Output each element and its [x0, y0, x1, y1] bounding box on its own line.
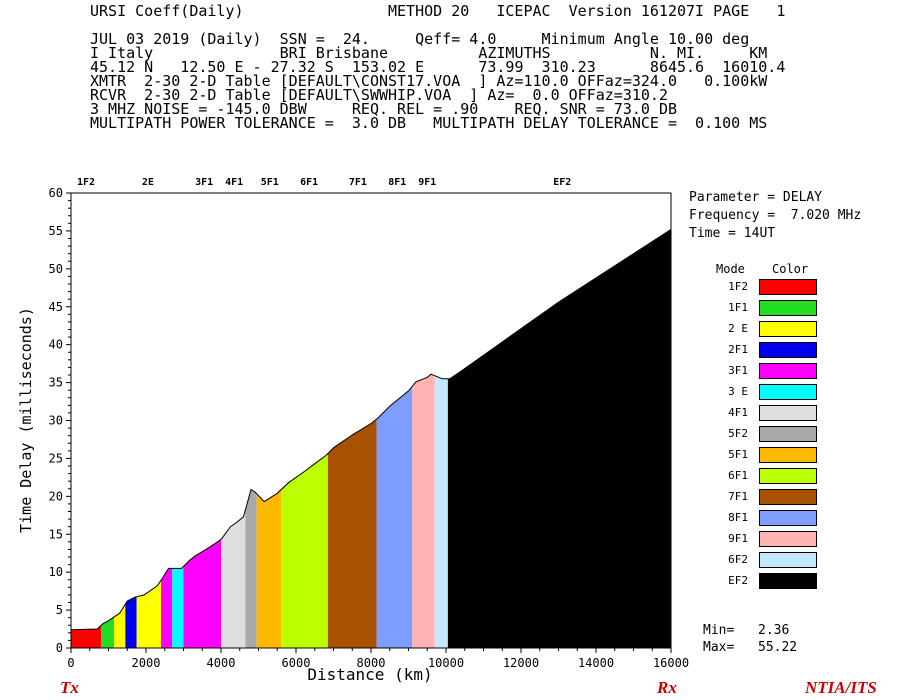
x-tick-label: 2000	[132, 656, 161, 670]
legend-mode-label: 9F1	[728, 532, 748, 545]
legend-swatch	[759, 279, 817, 295]
x-tick-label: 0	[67, 656, 74, 670]
header-title: URSI Coeff(Daily)	[90, 2, 244, 20]
legend-mode-label: 1F2	[728, 280, 748, 293]
x-axis: 0 2000 4000 6000 8000 10000 12000 14000 16000	[67, 648, 689, 670]
y-tick-label: 15	[49, 527, 63, 541]
header-line-xmtr: XMTR 2-30 2-D Table [DEFAULT\CONST17.VOA…	[90, 72, 768, 90]
legend-mode-header: Mode	[716, 262, 745, 276]
min-label: Min=	[703, 623, 735, 638]
legend-mode-label: 8F1	[728, 511, 748, 524]
top-mode-label: 7F1	[349, 177, 367, 188]
y-tick-label: 25	[49, 451, 63, 465]
y-tick-label: 50	[49, 262, 63, 276]
legend-swatch	[759, 552, 817, 568]
legend-mode-label: 5F1	[728, 448, 748, 461]
top-mode-label: 1F2	[77, 177, 95, 188]
y-axis: 0 5 10 15 20 25 30 35 40 45 50 55 60	[49, 186, 71, 655]
top-mode-label: 5F1	[261, 177, 279, 188]
legend-mode-label: 7F1	[728, 490, 748, 503]
legend-mode-label: 6F2	[728, 553, 748, 566]
top-mode-label: 6F1	[300, 177, 318, 188]
tx-label: Tx	[60, 678, 79, 697]
top-mode-label: 8F1	[388, 177, 406, 188]
top-mode-labels: 1F2 2E 3F1 4F1 5F1 6F1 7F1 8F1 9F1 EF2	[77, 177, 571, 188]
legend-swatch	[759, 384, 817, 400]
y-tick-label: 10	[49, 565, 63, 579]
y-tick-label: 40	[49, 338, 63, 352]
legend-mode-label: 1F1	[728, 301, 748, 314]
top-mode-label: EF2	[553, 177, 571, 188]
header-line-multipath: MULTIPATH POWER TOLERANCE = 3.0 DB MULTI…	[90, 114, 768, 132]
top-mode-label: 9F1	[418, 177, 436, 188]
y-tick-label: 20	[49, 489, 63, 503]
y-tick-label: 5	[56, 603, 63, 617]
y-tick-label: 30	[49, 414, 63, 428]
y-tick-label: 55	[49, 224, 63, 238]
y-tick-label: 45	[49, 300, 63, 314]
legend-swatch	[759, 489, 817, 505]
header-line-date: JUL 03 2019 (Daily) SSN = 24. Qeff= 4.0 …	[90, 30, 750, 48]
x-tick-label: 10000	[428, 656, 464, 670]
header-line-coords: 45.12 N 12.50 E - 27.32 S 153.02 E 73.99…	[90, 58, 786, 76]
legend-swatch	[759, 363, 817, 379]
legend-mode-label: 5F2	[728, 427, 748, 440]
legend-mode-label: 2F1	[728, 343, 748, 356]
legend-swatch	[759, 405, 817, 421]
area-mask	[71, 192, 671, 630]
y-tick-label: 0	[56, 641, 63, 655]
header-line-sites: I Italy BRI Brisbane AZIMUTHS N. MI. KM	[90, 44, 768, 62]
legend-swatch	[759, 300, 817, 316]
legend-swatch	[759, 573, 817, 589]
brand-label: NTIA/ITS	[805, 678, 877, 697]
param-parameter: Parameter = DELAY	[689, 190, 823, 205]
top-mode-label: 3F1	[195, 177, 213, 188]
x-tick-label: 8000	[357, 656, 386, 670]
x-tick-label: 12000	[503, 656, 539, 670]
legend-color-header: Color	[772, 262, 809, 276]
legend-swatch	[759, 426, 817, 442]
param-frequency: Frequency = 7.020 MHz	[689, 208, 862, 223]
max-label: Max=	[703, 640, 735, 655]
x-axis-label: Distance (km)	[307, 665, 432, 684]
header-line-noise: 3 MHZ NOISE = -145.0 DBW REQ. REL = .90 …	[90, 100, 677, 118]
legend-mode-label: 2 E	[728, 322, 748, 335]
legend-swatch	[759, 342, 817, 358]
legend-swatch	[759, 447, 817, 463]
param-time: Time = 14UT	[689, 226, 776, 241]
header-method: METHOD 20 ICEPAC Version 161207I PAGE 1	[388, 2, 786, 20]
legend-mode-label: 6F1	[728, 469, 748, 482]
legend-swatch	[759, 468, 817, 484]
legend-mode-label: 4F1	[728, 406, 748, 419]
x-tick-label: 14000	[578, 656, 614, 670]
legend-mode-label: 3 E	[728, 385, 748, 398]
top-mode-label: 4F1	[225, 177, 243, 188]
min-value: 2.36	[758, 623, 790, 638]
header-line-rcvr: RCVR 2-30 2-D Table [DEFAULT\SWWHIP.VOA …	[90, 86, 668, 104]
legend-swatch	[759, 510, 817, 526]
x-tick-label: 4000	[207, 656, 236, 670]
legend-swatch	[759, 321, 817, 337]
y-axis-label: Time Delay (milliseconds)	[17, 307, 35, 533]
legend-swatch	[759, 531, 817, 547]
top-mode-label: 2E	[142, 177, 154, 188]
max-value: 55.22	[758, 640, 798, 655]
x-tick-label: 6000	[282, 656, 311, 670]
y-tick-label: 35	[49, 376, 63, 390]
legend-mode-label: 3F1	[728, 364, 748, 377]
delay-curve	[70, 228, 672, 631]
x-tick-label: 16000	[653, 656, 689, 670]
legend-mode-label: EF2	[728, 574, 748, 587]
rx-label: Rx	[657, 678, 677, 697]
y-tick-label: 60	[49, 186, 63, 200]
